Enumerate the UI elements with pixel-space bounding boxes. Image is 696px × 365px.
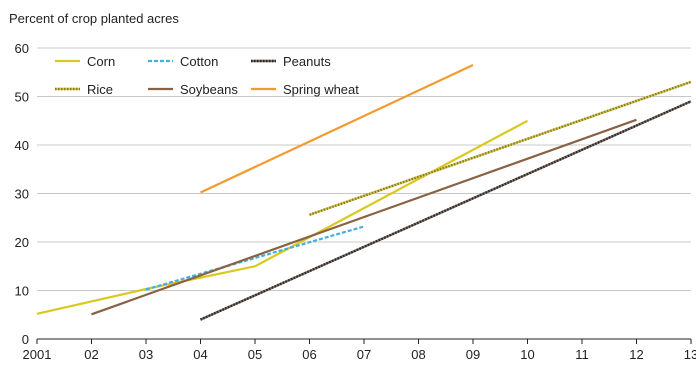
x-tick-label: 05 bbox=[248, 347, 262, 362]
x-tick-label: 2001 bbox=[23, 347, 52, 362]
legend-item-soybeans: Soybeans bbox=[148, 82, 238, 97]
series-line-stroke bbox=[36, 119, 529, 315]
series-line-stroke bbox=[200, 100, 692, 321]
legend: Corn Cotton Peanuts Rice Soybeans Spring whea… bbox=[55, 54, 359, 97]
y-tick-label: 50 bbox=[15, 90, 29, 105]
legend-label: Spring wheat bbox=[283, 82, 359, 97]
y-tick-label: 60 bbox=[15, 41, 29, 56]
y-tick-label: 30 bbox=[15, 187, 29, 202]
y-axis-label: Percent of crop planted acres bbox=[9, 11, 179, 26]
x-tick-label: 02 bbox=[84, 347, 98, 362]
x-tick-label: 03 bbox=[139, 347, 153, 362]
x-tick-label: 10 bbox=[520, 347, 534, 362]
y-tick-label: 20 bbox=[15, 235, 29, 250]
series-soybeans-line bbox=[91, 118, 637, 316]
legend-label: Corn bbox=[87, 54, 115, 69]
x-tick-label: 13 bbox=[684, 347, 696, 362]
legend-label: Rice bbox=[87, 82, 113, 97]
series-spring-wheat-line bbox=[200, 64, 474, 194]
series-line-stroke bbox=[91, 118, 637, 316]
legend-item-corn: Corn bbox=[55, 54, 115, 69]
x-tick-label: 12 bbox=[629, 347, 643, 362]
legend-label: Soybeans bbox=[180, 82, 238, 97]
x-tick-label: 07 bbox=[357, 347, 371, 362]
legend-label: Cotton bbox=[180, 54, 218, 69]
y-tick-label: 40 bbox=[15, 138, 29, 153]
series-line-stroke bbox=[200, 64, 474, 194]
x-tick-label: 04 bbox=[193, 347, 207, 362]
series-corn-line bbox=[36, 119, 529, 315]
y-axis-ticks: 0 10 20 30 40 50 60 bbox=[15, 41, 29, 347]
x-tick-label: 11 bbox=[575, 347, 589, 362]
series-rice-line bbox=[309, 80, 692, 216]
series-line-stroke bbox=[309, 80, 692, 216]
series-line-stroke bbox=[145, 225, 365, 291]
x-tick-label: 08 bbox=[411, 347, 425, 362]
series-cotton-line bbox=[145, 225, 365, 291]
legend-label: Peanuts bbox=[283, 54, 331, 69]
legend-item-peanuts: Peanuts bbox=[251, 54, 331, 69]
legend-item-spring-wheat: Spring wheat bbox=[251, 82, 359, 97]
y-tick-label: 10 bbox=[15, 284, 29, 299]
series-lines bbox=[36, 64, 692, 321]
y-tick-label: 0 bbox=[22, 332, 29, 347]
x-axis: 2001 02 03 04 05 06 07 08 09 10 11 12 13 bbox=[23, 338, 696, 362]
gridlines bbox=[37, 47, 691, 291]
x-tick-label: 09 bbox=[466, 347, 480, 362]
series-peanuts-line bbox=[200, 100, 692, 321]
legend-item-cotton: Cotton bbox=[148, 54, 218, 69]
x-tick-label: 06 bbox=[302, 347, 316, 362]
legend-item-rice: Rice bbox=[55, 82, 113, 97]
